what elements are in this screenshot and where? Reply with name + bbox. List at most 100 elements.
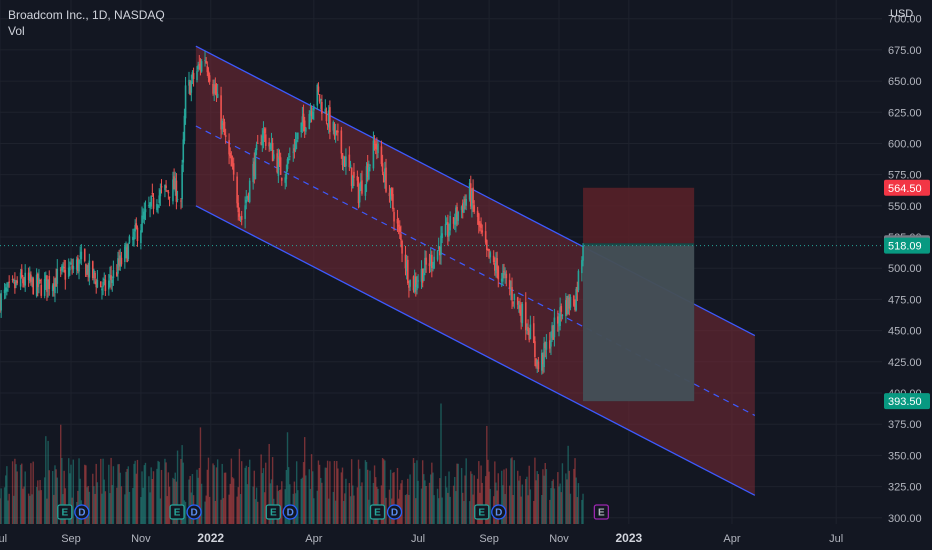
candle-body [576, 286, 579, 292]
candle-body [232, 163, 235, 175]
volume-bar [188, 479, 190, 524]
candle-body [101, 288, 103, 291]
candle-body [526, 329, 528, 331]
candle-body [343, 156, 346, 167]
volume-bar [405, 494, 408, 524]
volume-bar [223, 472, 226, 524]
candle-body [27, 272, 30, 281]
candle-body [461, 203, 464, 213]
volume-bar [293, 481, 296, 524]
candle-body [69, 266, 71, 271]
short-position-tool[interactable] [583, 187, 695, 402]
candle-body [365, 166, 368, 184]
candle-body [156, 203, 158, 211]
candle-body [405, 261, 408, 272]
candle-body [126, 247, 128, 263]
candle-body [239, 216, 242, 219]
volume-bar [197, 477, 199, 524]
volume-bar [573, 468, 575, 524]
candle-body [488, 248, 490, 258]
candle-body [300, 122, 303, 133]
volume-legend-label[interactable]: Vol [8, 24, 25, 38]
candle-body [421, 268, 424, 283]
candle-body [376, 145, 378, 150]
volume-bar [533, 500, 535, 524]
time-axis[interactable]: Jul Sep Nov 2022 Apr Jul Sep Nov 2023 Apr Jul [0, 531, 843, 545]
candle-body [573, 295, 575, 306]
candle-body [252, 163, 254, 183]
candlestick-series [0, 51, 584, 375]
volume-bar [207, 457, 210, 524]
volume-bar [349, 496, 352, 524]
price-tick-label: 350.00 [888, 450, 922, 462]
candle-body [4, 287, 7, 292]
volume-bar [557, 472, 559, 524]
candle-body [245, 199, 248, 203]
candle-body [582, 245, 584, 261]
volume-bar [444, 476, 447, 524]
earnings-icon [474, 504, 490, 520]
volume-bar [559, 483, 561, 524]
volume-bar [415, 498, 417, 524]
candle-body [333, 123, 336, 136]
volume-bar [95, 463, 97, 524]
volume-bar [456, 463, 458, 524]
candle-body [484, 231, 487, 243]
candle-body [135, 223, 138, 229]
volume-bar [86, 487, 88, 524]
candle-body [415, 276, 417, 287]
price-axis[interactable]: 300.00325.00350.00375.00400.00425.00450.… [888, 14, 922, 525]
volume-bar [348, 483, 351, 524]
volume-bar [78, 458, 80, 524]
volume-bar [244, 467, 246, 524]
time-tick-label: Nov [131, 533, 151, 545]
candle-body [549, 340, 551, 349]
candle-body [48, 276, 51, 289]
candle-body [85, 264, 87, 277]
price-tick-label: 500.00 [888, 263, 922, 275]
candle-body [429, 255, 432, 264]
candle-body [14, 281, 16, 289]
candle-body [140, 230, 142, 244]
volume-bar [375, 477, 377, 524]
candle-body [278, 156, 281, 159]
volume-bar [215, 467, 218, 524]
candle-body [468, 182, 471, 200]
candle-body [295, 140, 298, 142]
price-tick-label: 375.00 [888, 419, 922, 431]
candle-body [486, 240, 488, 251]
candle-body [261, 135, 264, 146]
candle-body [465, 199, 467, 206]
volume-bar [529, 489, 532, 524]
volume-bar [262, 468, 265, 524]
volume-bar [128, 491, 131, 524]
volume-bar [313, 498, 315, 524]
volume-bar [366, 469, 369, 524]
candle-body [280, 177, 283, 181]
volume-bar [438, 498, 440, 524]
volume-bar [109, 493, 111, 524]
volume-bar [526, 476, 528, 524]
candle-body [505, 273, 508, 279]
volume-bar [480, 465, 482, 524]
volume-bar [14, 458, 16, 524]
candle-body [508, 279, 511, 290]
candle-body [158, 195, 161, 203]
candle-body [192, 73, 195, 80]
candle-body [565, 300, 567, 317]
volume-bar [470, 471, 472, 524]
candle-body [545, 342, 548, 350]
candle-body [456, 206, 458, 220]
volume-bar [528, 465, 530, 524]
candle-body [357, 181, 360, 204]
candle-body [558, 323, 560, 327]
volume-bar [84, 464, 86, 524]
candle-body [581, 260, 583, 274]
candle-body [96, 279, 99, 288]
volume-bar [124, 494, 126, 524]
candle-body [206, 66, 209, 73]
chart-title[interactable]: Broadcom Inc., 1D, NASDAQ [8, 8, 165, 22]
volume-bar [127, 466, 129, 524]
candle-body [164, 185, 166, 190]
